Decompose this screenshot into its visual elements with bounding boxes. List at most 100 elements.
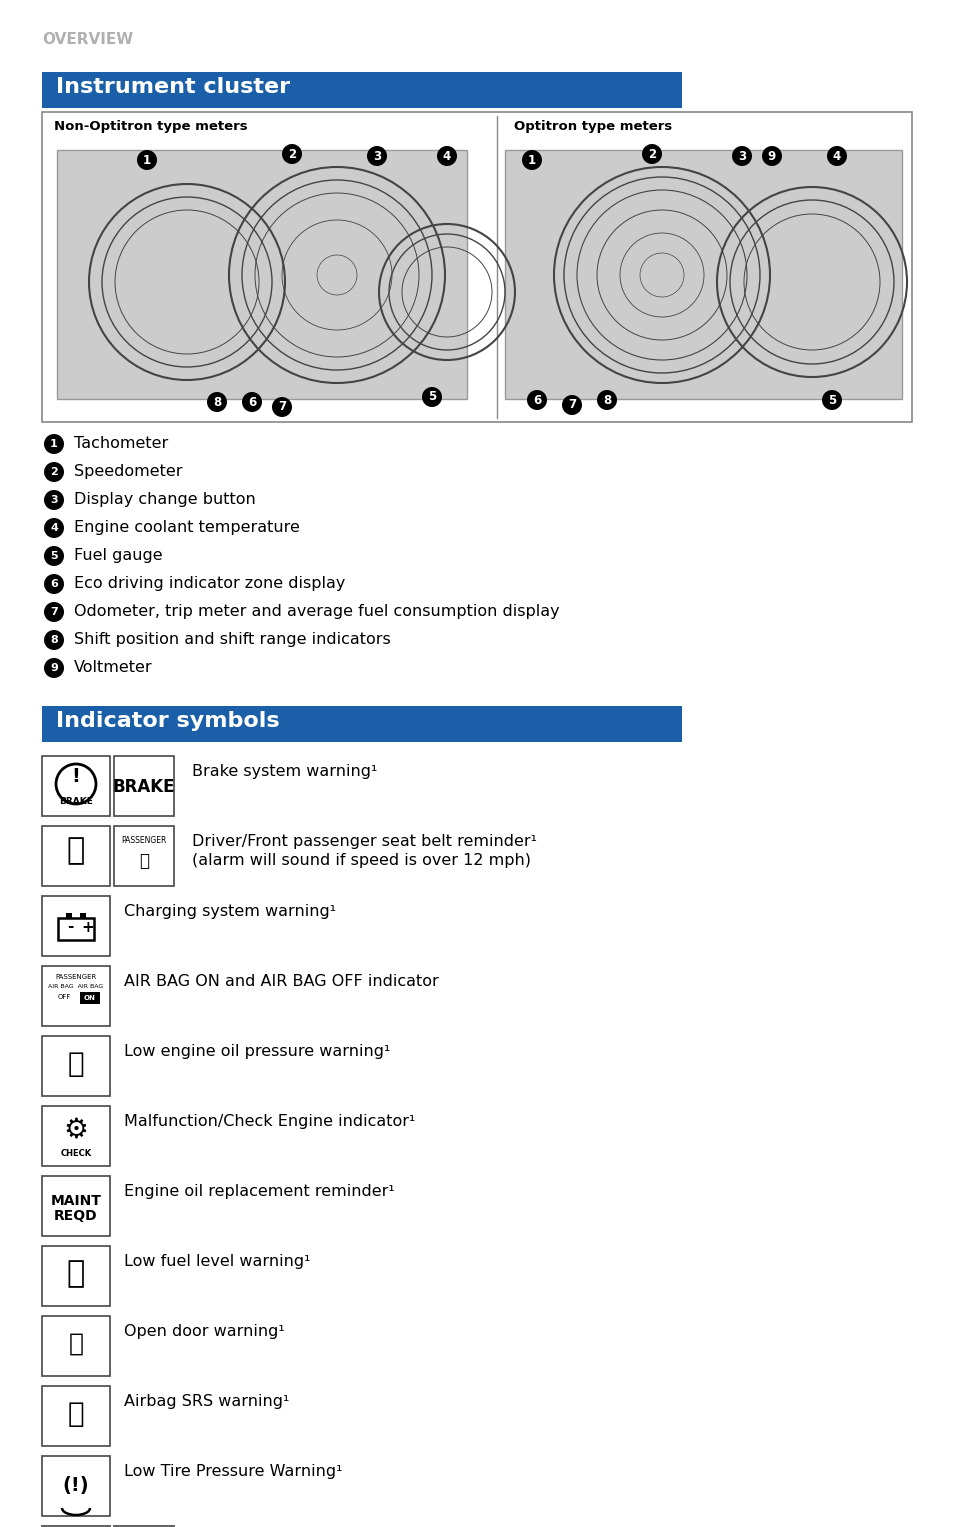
Text: Eco driving indicator zone display: Eco driving indicator zone display bbox=[74, 576, 345, 591]
Bar bbox=[42, 72, 681, 108]
Circle shape bbox=[44, 547, 64, 567]
Circle shape bbox=[44, 490, 64, 510]
Text: Low Tire Pressure Warning¹: Low Tire Pressure Warning¹ bbox=[124, 1464, 342, 1480]
Circle shape bbox=[242, 392, 262, 412]
Text: 3: 3 bbox=[51, 495, 58, 505]
Circle shape bbox=[44, 518, 64, 538]
Text: ⛽: ⛽ bbox=[67, 1260, 85, 1289]
Text: Optitron type meters: Optitron type meters bbox=[514, 121, 672, 133]
Bar bbox=[66, 913, 71, 918]
Text: REQD: REQD bbox=[54, 1209, 98, 1223]
Bar bbox=[58, 918, 94, 941]
Text: BRAKE: BRAKE bbox=[112, 777, 175, 796]
Text: (!): (!) bbox=[63, 1477, 90, 1495]
Circle shape bbox=[821, 389, 841, 411]
Text: 6: 6 bbox=[533, 394, 540, 406]
Text: 🚗: 🚗 bbox=[69, 1332, 84, 1356]
Text: Driver/Front passenger seat belt reminder¹: Driver/Front passenger seat belt reminde… bbox=[192, 834, 537, 849]
Text: Indicator symbols: Indicator symbols bbox=[56, 712, 279, 731]
Text: BRAKE: BRAKE bbox=[59, 797, 92, 806]
Circle shape bbox=[436, 147, 456, 166]
Bar bbox=[57, 150, 467, 399]
Bar bbox=[504, 150, 901, 399]
Text: Tachometer: Tachometer bbox=[74, 437, 168, 450]
Text: 8: 8 bbox=[602, 394, 611, 406]
Circle shape bbox=[282, 144, 302, 163]
Text: 7: 7 bbox=[51, 608, 58, 617]
Circle shape bbox=[44, 574, 64, 594]
Text: 8: 8 bbox=[213, 395, 221, 409]
Bar bbox=[42, 896, 110, 956]
Bar bbox=[42, 1457, 110, 1516]
Bar bbox=[42, 1387, 110, 1446]
Text: 4: 4 bbox=[442, 150, 451, 162]
Circle shape bbox=[761, 147, 781, 166]
Circle shape bbox=[526, 389, 546, 411]
Text: Malfunction/Check Engine indicator¹: Malfunction/Check Engine indicator¹ bbox=[124, 1115, 415, 1128]
Text: 5: 5 bbox=[827, 394, 835, 406]
Circle shape bbox=[44, 631, 64, 651]
Text: 9: 9 bbox=[50, 663, 58, 673]
Text: OFF: OFF bbox=[57, 994, 71, 1000]
Circle shape bbox=[44, 658, 64, 678]
Text: 2: 2 bbox=[647, 148, 656, 160]
Bar bbox=[113, 826, 173, 886]
Text: 7: 7 bbox=[277, 400, 286, 414]
Bar bbox=[42, 1035, 110, 1096]
Text: OVERVIEW: OVERVIEW bbox=[42, 32, 133, 47]
Text: 4: 4 bbox=[832, 150, 841, 162]
Text: Open door warning¹: Open door warning¹ bbox=[124, 1324, 284, 1339]
Text: Charging system warning¹: Charging system warning¹ bbox=[124, 904, 335, 919]
Text: 1: 1 bbox=[527, 154, 536, 166]
Text: -: - bbox=[67, 919, 73, 935]
Circle shape bbox=[731, 147, 751, 166]
Circle shape bbox=[421, 386, 441, 408]
Text: 3: 3 bbox=[373, 150, 380, 162]
Text: Speedometer: Speedometer bbox=[74, 464, 182, 479]
Text: Brake system warning¹: Brake system warning¹ bbox=[192, 764, 377, 779]
Text: MAINT: MAINT bbox=[51, 1194, 101, 1208]
Circle shape bbox=[272, 397, 292, 417]
Text: CHECK: CHECK bbox=[60, 1150, 91, 1159]
Text: Low fuel level warning¹: Low fuel level warning¹ bbox=[124, 1254, 310, 1269]
Text: (alarm will sound if speed is over 12 mph): (alarm will sound if speed is over 12 mp… bbox=[192, 854, 531, 867]
Circle shape bbox=[44, 602, 64, 621]
Text: 7: 7 bbox=[567, 399, 576, 411]
Circle shape bbox=[367, 147, 387, 166]
Bar bbox=[42, 705, 681, 742]
Bar bbox=[42, 1106, 110, 1167]
Text: Non-Optitron type meters: Non-Optitron type meters bbox=[54, 121, 248, 133]
Text: 5: 5 bbox=[51, 551, 58, 560]
Circle shape bbox=[207, 392, 227, 412]
Text: !: ! bbox=[71, 767, 80, 785]
Bar bbox=[42, 756, 110, 815]
Text: Engine oil replacement reminder¹: Engine oil replacement reminder¹ bbox=[124, 1183, 395, 1199]
Circle shape bbox=[521, 150, 541, 169]
Text: ⛓: ⛓ bbox=[139, 852, 149, 870]
Text: 4: 4 bbox=[50, 524, 58, 533]
Text: Low engine oil pressure warning¹: Low engine oil pressure warning¹ bbox=[124, 1044, 390, 1060]
Text: Fuel gauge: Fuel gauge bbox=[74, 548, 162, 563]
Text: 👤: 👤 bbox=[68, 1400, 84, 1428]
Text: AIR BAG ON and AIR BAG OFF indicator: AIR BAG ON and AIR BAG OFF indicator bbox=[124, 974, 438, 989]
Text: Display change button: Display change button bbox=[74, 492, 255, 507]
Bar bbox=[42, 967, 110, 1026]
Bar bbox=[42, 111, 911, 421]
Bar bbox=[42, 1246, 110, 1306]
Bar bbox=[113, 756, 173, 815]
Text: 3: 3 bbox=[738, 150, 745, 162]
Text: AIR BAG  AIR BAG: AIR BAG AIR BAG bbox=[49, 983, 104, 989]
Text: +: + bbox=[82, 919, 94, 935]
Text: Odometer, trip meter and average fuel consumption display: Odometer, trip meter and average fuel co… bbox=[74, 605, 559, 618]
Text: 6: 6 bbox=[248, 395, 255, 409]
Text: 5: 5 bbox=[428, 391, 436, 403]
Text: ⚙: ⚙ bbox=[64, 1116, 89, 1144]
Circle shape bbox=[826, 147, 846, 166]
Bar bbox=[80, 913, 86, 918]
Text: 8: 8 bbox=[51, 635, 58, 644]
Text: 1: 1 bbox=[143, 154, 151, 166]
Circle shape bbox=[597, 389, 617, 411]
Text: Engine coolant temperature: Engine coolant temperature bbox=[74, 521, 299, 534]
Circle shape bbox=[137, 150, 157, 169]
Text: 2: 2 bbox=[288, 148, 295, 160]
